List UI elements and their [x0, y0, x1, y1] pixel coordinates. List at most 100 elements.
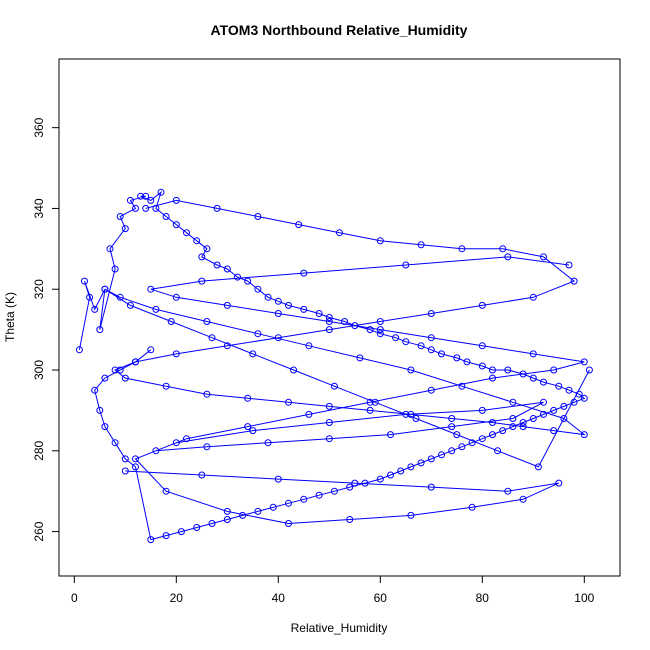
data-point	[315, 310, 323, 317]
data-point	[172, 196, 180, 204]
data-point	[142, 204, 150, 212]
data-point	[438, 451, 445, 459]
data-point	[116, 213, 124, 220]
data-point	[448, 415, 456, 422]
data-point	[529, 350, 537, 358]
data-point	[330, 382, 338, 390]
data-point	[478, 301, 486, 309]
data-point	[269, 503, 277, 511]
data-point	[172, 293, 180, 301]
data-point	[147, 536, 155, 544]
y-tick-label: 280	[32, 440, 46, 460]
data-point	[249, 350, 257, 358]
data-point	[111, 366, 119, 374]
data-point	[132, 455, 139, 463]
data-point	[203, 390, 211, 398]
data-point	[325, 435, 333, 443]
data-point	[325, 318, 333, 325]
data-point	[234, 273, 241, 281]
data-point	[106, 245, 114, 253]
y-tick-label: 300	[32, 360, 46, 380]
data-point	[300, 495, 308, 503]
data-point	[376, 475, 384, 483]
data-point	[274, 310, 282, 317]
x-tick-label: 80	[476, 591, 490, 605]
data-point	[198, 253, 206, 261]
data-point	[193, 237, 201, 245]
data-point	[325, 326, 333, 334]
data-point	[504, 253, 512, 261]
data-point	[203, 245, 211, 253]
data-point	[540, 378, 547, 386]
data-point	[534, 463, 542, 471]
data-point	[494, 447, 502, 455]
data-point	[183, 229, 190, 237]
data-point	[468, 439, 476, 447]
x-tick-label: 20	[170, 591, 184, 605]
data-point	[116, 366, 124, 374]
data-point	[478, 362, 486, 370]
data-point	[427, 334, 435, 342]
data-point	[183, 435, 190, 443]
data-point	[580, 358, 588, 366]
chart-title: ATOM3 Northbound Relative_Humidity	[211, 22, 468, 38]
data-point	[550, 366, 558, 374]
data-point	[585, 366, 593, 374]
data-point	[427, 455, 435, 463]
data-point	[172, 439, 180, 447]
data-point	[285, 301, 292, 309]
data-point	[264, 293, 272, 301]
data-point	[463, 358, 471, 366]
data-point	[489, 431, 496, 439]
data-point	[162, 213, 170, 220]
data-point	[193, 524, 201, 531]
data-point	[172, 350, 180, 358]
y-tick-label: 360	[32, 117, 46, 137]
series-layer	[75, 188, 593, 544]
data-point	[137, 192, 145, 200]
data-point	[468, 503, 476, 511]
data-point	[325, 402, 333, 410]
series-3-line	[125, 256, 585, 525]
data-point	[121, 225, 129, 233]
y-tick-label: 260	[32, 521, 46, 541]
data-point	[254, 507, 262, 515]
data-point	[453, 354, 461, 362]
data-point	[208, 520, 216, 527]
data-point	[325, 314, 333, 321]
data-point	[448, 447, 456, 455]
data-point	[448, 423, 456, 431]
data-point	[264, 439, 272, 447]
data-point	[550, 427, 558, 435]
series-1-line	[78, 190, 586, 541]
data-point	[91, 305, 99, 313]
data-point	[376, 237, 384, 245]
data-point	[254, 285, 262, 293]
data-point	[427, 386, 435, 394]
data-point	[208, 334, 216, 342]
data-point	[111, 265, 119, 273]
data-point	[315, 491, 323, 499]
x-axis-label: Relative_Humidity	[291, 621, 388, 635]
data-point	[126, 196, 134, 204]
x-tick-label: 40	[272, 591, 286, 605]
data-point	[509, 398, 517, 406]
data-point	[198, 471, 206, 479]
data-point	[172, 221, 180, 229]
data-point	[142, 192, 150, 200]
data-point	[499, 245, 507, 253]
data-point	[412, 415, 420, 422]
data-point	[387, 471, 394, 479]
data-point	[489, 374, 496, 382]
x-tick-label: 100	[574, 591, 594, 605]
data-point	[213, 261, 221, 269]
data-point	[555, 479, 563, 487]
y-tick-label: 320	[32, 279, 46, 299]
y-tick-label: 340	[32, 198, 46, 218]
data-point	[300, 269, 308, 277]
data-point	[223, 301, 231, 309]
data-point	[402, 338, 410, 346]
data-point	[152, 305, 160, 313]
data-point	[111, 439, 119, 447]
